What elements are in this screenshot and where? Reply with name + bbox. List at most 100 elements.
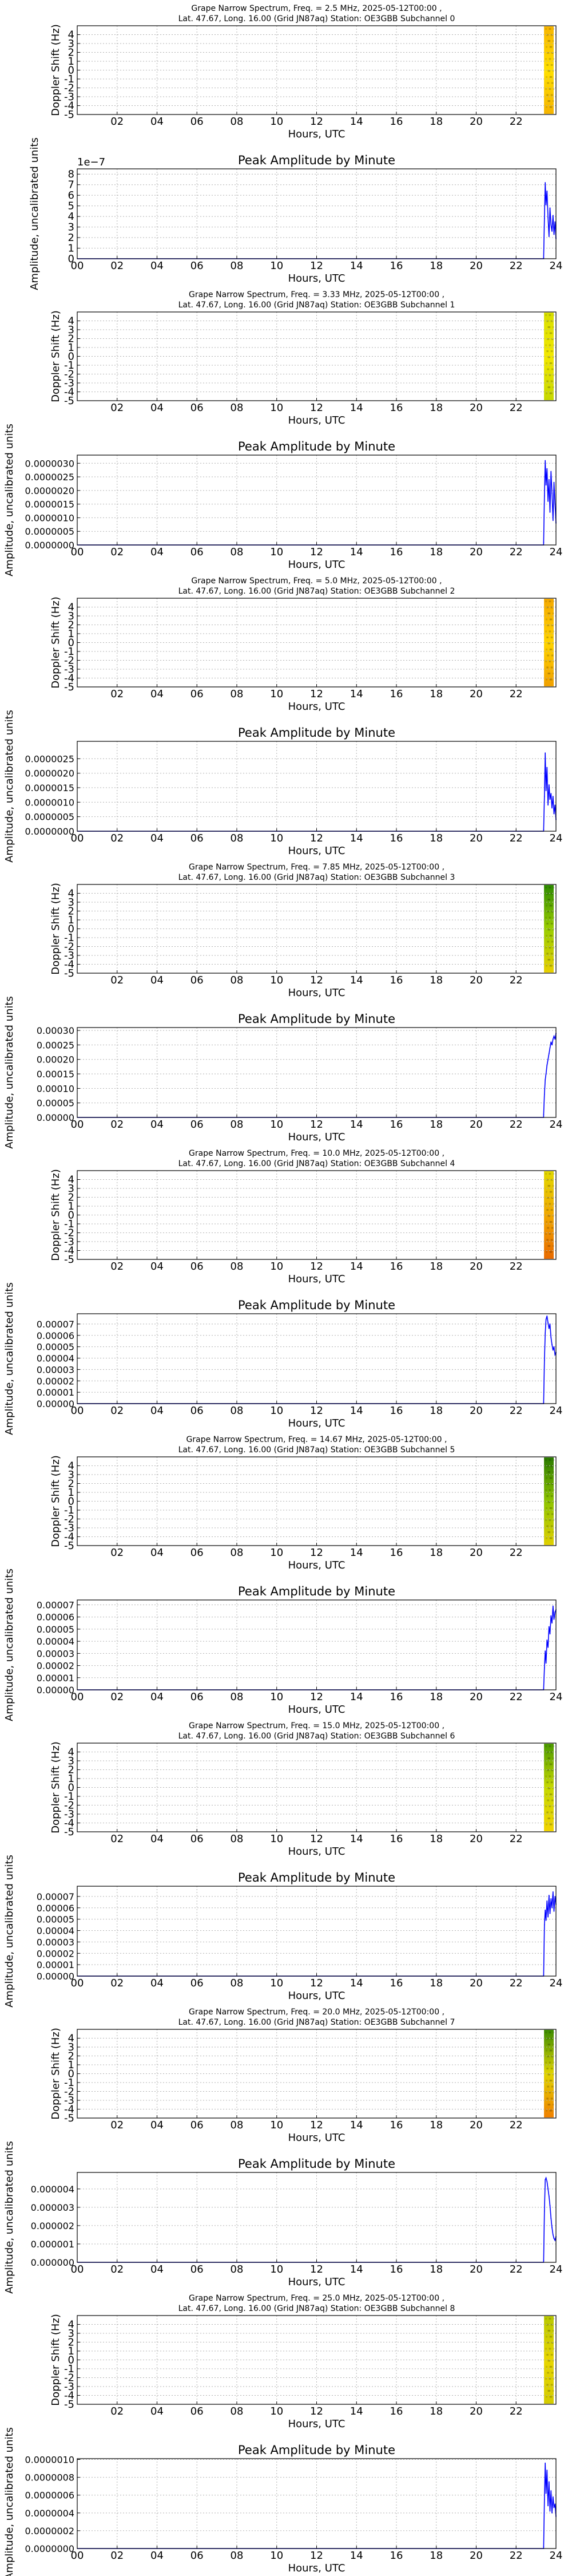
heatmap-xtick-label: 02 — [110, 116, 124, 128]
heatmap-cell — [553, 2092, 555, 2093]
heatmap-xtick-label: 20 — [470, 1833, 483, 1845]
heatmap-cell — [550, 1793, 552, 1795]
amplitude-data-point — [549, 2510, 551, 2512]
heatmap-cell — [551, 52, 554, 54]
heatmap-cell — [550, 953, 553, 955]
heatmap-cell — [548, 2330, 550, 2332]
amplitude-data-point — [554, 221, 556, 223]
heatmap-cell — [551, 1483, 554, 1485]
line-xtick-label: 16 — [390, 1691, 403, 1703]
heatmap-cell — [549, 28, 551, 30]
heatmap-cell — [551, 1227, 554, 1229]
heatmap-cell — [549, 916, 551, 919]
heatmap-cell — [549, 2032, 551, 2033]
heatmap-cell — [549, 618, 551, 621]
heatmap-title: Grape Narrow Spectrum, Freq. = 3.33 MHz,… — [189, 290, 444, 299]
line-xtick-label: 16 — [390, 832, 403, 844]
heatmap-ytick-label: -3 — [64, 91, 74, 103]
line-xtick-label: 16 — [390, 2550, 403, 2562]
line-ytick-label: 0.00003 — [37, 1364, 74, 1375]
heatmap-ytick-label: -3 — [64, 950, 74, 962]
amplitude-data-point — [545, 484, 547, 486]
heatmap-xtick-label: 14 — [350, 116, 363, 128]
heatmap-cell — [547, 34, 549, 36]
heatmap-ytick-label: -5 — [64, 395, 74, 407]
line-ytick-label: 0.0000030 — [25, 458, 74, 469]
amplitude-data-point — [546, 767, 548, 768]
amplitude-data-point — [550, 1898, 552, 1899]
heatmap-cell — [549, 1173, 551, 1175]
amplitude-data-point — [548, 1053, 550, 1054]
heatmap-cell — [546, 953, 549, 955]
heatmap-xtick-label: 14 — [350, 688, 363, 700]
heatmap-cell — [549, 2080, 551, 2081]
line-xtick-label: 02 — [110, 1977, 124, 1989]
amplitude-data-point — [548, 1626, 550, 1627]
heatmap-cell — [549, 326, 551, 328]
heatmap-xtick-label: 12 — [310, 688, 323, 700]
heatmap-cell — [550, 904, 552, 907]
amplitude-data-point — [545, 752, 546, 754]
amplitude-data-point — [554, 804, 556, 806]
line-ytick-label: 0.00007 — [37, 1319, 74, 1330]
heatmap-cell — [550, 666, 553, 669]
heatmap-cell — [549, 2049, 551, 2052]
heatmap-cell — [551, 338, 553, 340]
heatmap-cell — [551, 1799, 553, 1801]
heatmap-cell — [547, 625, 549, 626]
heatmap-cell — [550, 46, 552, 48]
heatmap-y-axis-label: Doppler Shift (Hz) — [50, 24, 62, 116]
heatmap-cell — [549, 106, 551, 108]
heatmap-cell — [548, 1471, 550, 1473]
heatmap-cell — [548, 899, 550, 900]
heatmap-cell — [549, 929, 551, 931]
heatmap-cell — [552, 1501, 554, 1503]
heatmap-cell — [550, 64, 553, 66]
line-xtick-label: 18 — [430, 1977, 443, 1989]
heatmap-cell — [549, 1477, 551, 1479]
amplitude-data-point — [554, 2503, 556, 2505]
heatmap-cell — [548, 2390, 550, 2392]
line-ytick-label: 7 — [68, 179, 74, 191]
heatmap-cell — [547, 1483, 549, 1485]
heatmap-cell — [546, 1221, 548, 1223]
heatmap-cell — [552, 613, 554, 614]
line-xtick-label: 16 — [390, 1405, 403, 1417]
amplitude-data-point — [548, 479, 550, 480]
amplitude-data-point — [550, 471, 552, 472]
heatmap-cell — [550, 1251, 553, 1253]
heatmap-ytick-label: 2 — [68, 906, 74, 918]
amplitude-data-point — [554, 503, 556, 505]
heatmap-ytick-label: 4 — [68, 2033, 74, 2045]
line-xtick-label: 02 — [110, 260, 124, 272]
line-xtick-label: 00 — [71, 832, 84, 844]
heatmap-cell — [553, 1489, 555, 1491]
heatmap-xtick-label: 12 — [310, 1547, 323, 1559]
heatmap-ytick-label: 0 — [68, 351, 74, 363]
heatmap-cell — [547, 94, 549, 96]
heatmap-cell — [553, 88, 555, 90]
line-xtick-label: 18 — [430, 1691, 443, 1703]
line-ytick-label: 6 — [68, 189, 74, 202]
heatmap-cell — [551, 82, 554, 84]
heatmap-ytick-label: -3 — [64, 1808, 74, 1820]
heatmap-xtick-label: 04 — [150, 2405, 164, 2417]
amplitude-data-point — [546, 468, 548, 469]
amplitude-data-point — [551, 1344, 553, 1345]
heatmap-cell — [550, 2080, 553, 2081]
line-xtick-label: 16 — [390, 546, 403, 558]
heatmap-cell — [553, 58, 555, 60]
amplitude-data-point — [551, 492, 553, 494]
line-plot-area — [77, 1886, 556, 1976]
line-x-axis-label: Hours, UTC — [288, 1417, 345, 1429]
heatmap-title: Grape Narrow Spectrum, Freq. = 15.0 MHz,… — [189, 1721, 444, 1730]
heatmap-ytick-label: -5 — [64, 967, 74, 979]
heatmap-cell — [553, 1203, 555, 1205]
heatmap-ytick-label: -4 — [64, 673, 74, 685]
line-xtick-label: 00 — [71, 1405, 84, 1417]
heatmap-cell — [546, 923, 549, 924]
amplitude-data-point — [552, 1891, 554, 1893]
heatmap-cell — [553, 344, 555, 346]
heatmap-cell — [551, 1197, 554, 1199]
heatmap-xtick-label: 02 — [110, 974, 124, 986]
